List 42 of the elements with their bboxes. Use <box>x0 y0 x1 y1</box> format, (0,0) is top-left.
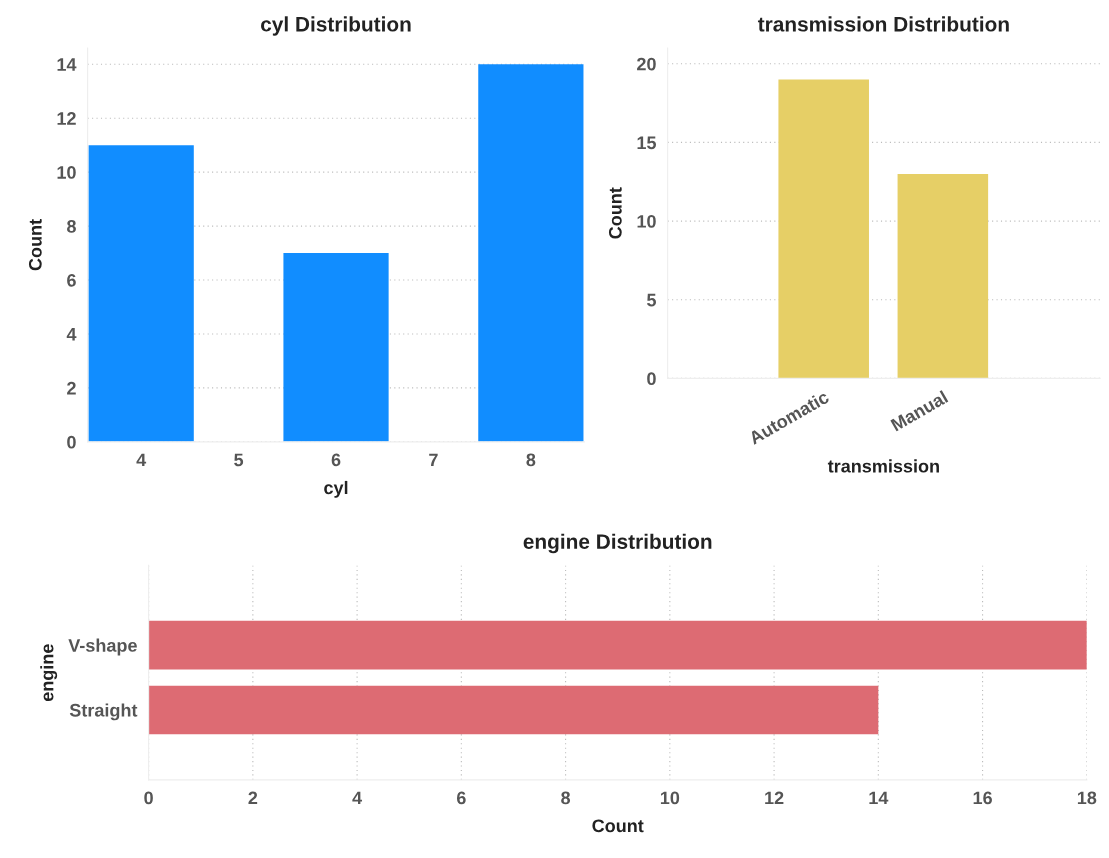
x-tick-label: 8 <box>526 453 536 467</box>
x-tick-label: 6 <box>331 453 341 467</box>
y-tick-label: 4 <box>66 328 77 341</box>
x-axis-title: cyl <box>324 480 348 498</box>
x-tick-label: 18 <box>1077 791 1097 805</box>
y-tick-label: 14 <box>57 58 77 71</box>
y-tick-label: 12 <box>57 112 76 125</box>
x-tick-label: 4 <box>136 453 147 467</box>
x-tick-label: 12 <box>765 791 784 805</box>
bar <box>478 64 584 442</box>
y-axis-title: Count <box>28 219 42 271</box>
x-tick-label: 0 <box>144 791 153 805</box>
x-tick-label: 10 <box>660 791 680 805</box>
y-tick-label: 0 <box>647 372 656 386</box>
bar <box>88 145 194 442</box>
bar <box>283 253 389 442</box>
x-tick-label: 8 <box>561 791 571 805</box>
x-tick-label: 7 <box>429 453 438 467</box>
y-tick-label: 6 <box>67 273 76 287</box>
chart-title: engine Distribution <box>523 533 712 554</box>
y-tick-label: V-shape <box>68 638 137 656</box>
y-axis-title: engine <box>40 644 58 702</box>
y-tick-label: 0 <box>67 435 76 449</box>
x-tick-label: 14 <box>869 791 889 805</box>
y-tick-label: Straight <box>69 703 138 721</box>
chart-title: transmission Distribution <box>757 16 1009 32</box>
y-tick-label: 2 <box>67 381 76 395</box>
x-tick-label: 5 <box>234 453 244 467</box>
y-tick-label: 10 <box>637 215 656 228</box>
y-tick-label: 8 <box>67 220 76 233</box>
chart-title: cyl Distribution <box>261 16 411 36</box>
x-axis-title: Count <box>592 819 644 833</box>
y-tick-label: 15 <box>637 136 657 150</box>
x-tick-label: 2 <box>248 791 258 805</box>
y-tick-label: 10 <box>57 166 76 179</box>
x-tick-label: 4 <box>352 791 363 805</box>
x-tick-label: 16 <box>973 791 992 805</box>
x-tick-label: 6 <box>456 791 466 805</box>
y-axis-title: Count <box>608 187 622 239</box>
y-tick-label: 20 <box>637 57 656 71</box>
y-tick-label: 5 <box>647 293 656 307</box>
x-axis-title: transmission <box>827 459 939 473</box>
